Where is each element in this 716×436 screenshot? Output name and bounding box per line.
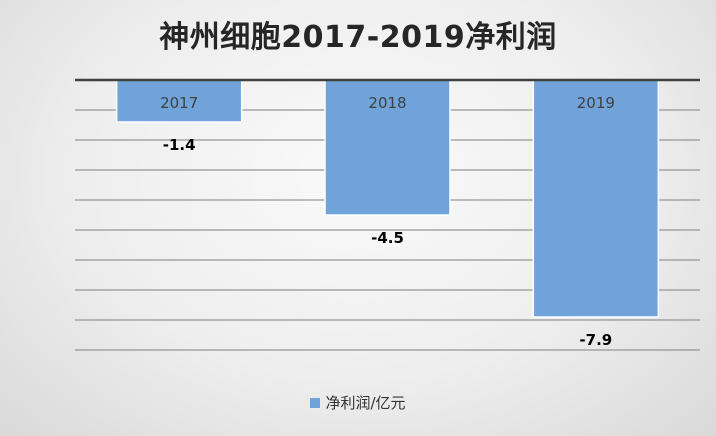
category-tick-label: 2018 (368, 94, 406, 112)
bar (532, 79, 660, 318)
data-label: -4.5 (371, 229, 404, 247)
bar (324, 79, 451, 216)
data-label: -7.9 (579, 331, 612, 349)
legend-label: 净利润/亿元 (325, 394, 406, 412)
data-label: -1.4 (163, 136, 196, 154)
bar (115, 79, 243, 123)
category-tick-label: 2017 (160, 94, 198, 112)
legend: 净利润/亿元 (0, 392, 716, 413)
chart-title: 神州细胞2017-2019净利润 (159, 20, 557, 55)
legend-swatch (310, 397, 321, 408)
category-tick-label: 2019 (577, 94, 615, 112)
